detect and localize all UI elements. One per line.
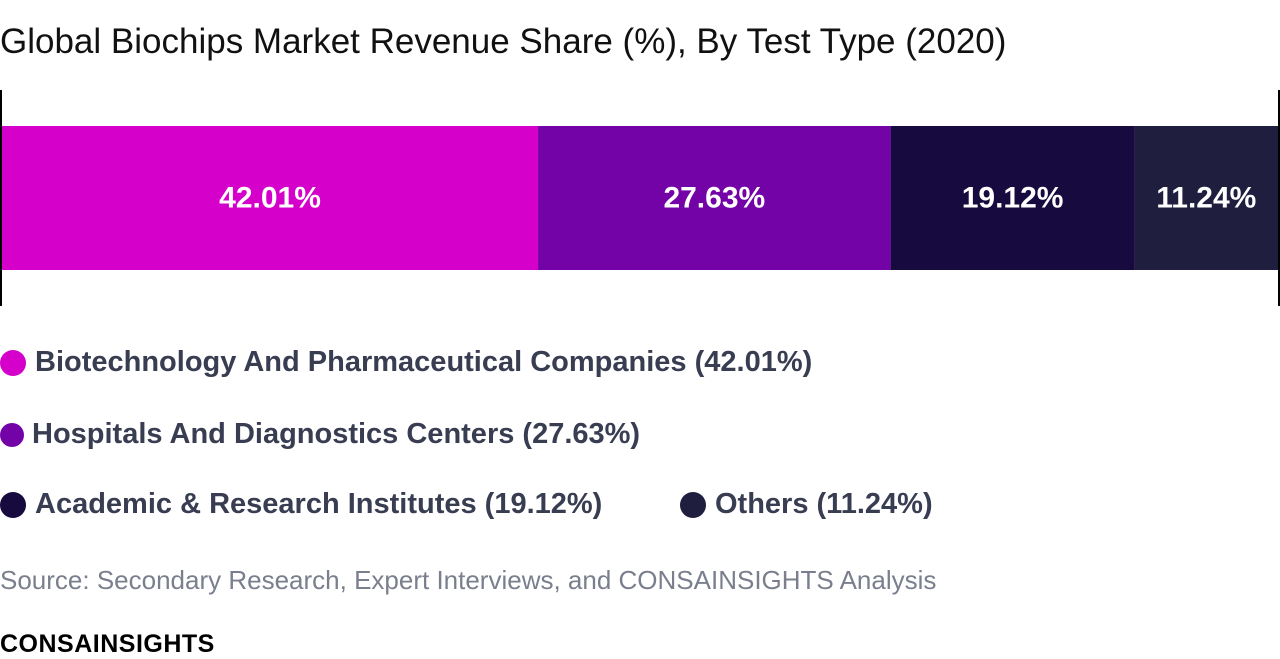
- legend-item-biotech: Biotechnology And Pharmaceutical Compani…: [0, 346, 812, 379]
- chart-title: Global Biochips Market Revenue Share (%)…: [0, 22, 1007, 61]
- bar-value-label-4: 11.24%: [1156, 182, 1256, 215]
- legend-item-academic: Academic & Research Institutes (19.12%): [0, 488, 602, 521]
- legend-dot-icon: [0, 422, 24, 447]
- legend-label: Hospitals And Diagnostics Centers (27.63…: [32, 418, 641, 450]
- legend-label: Academic & Research Institutes (19.12%): [35, 488, 603, 520]
- legend-item-hospitals: Hospitals And Diagnostics Centers (27.63…: [0, 418, 640, 451]
- legend-label: Biotechnology And Pharmaceutical Compani…: [35, 346, 813, 378]
- bar-segment-2: [538, 126, 891, 270]
- bar-value-label-1: 42.01%: [219, 182, 321, 215]
- bar-segment-3: [890, 126, 1135, 270]
- legend-item-others: Others (11.24%): [680, 488, 933, 521]
- bar-segments: 42.01% 27.63% 19.12% 11.24%: [2, 126, 1278, 270]
- legend-dot-icon: [0, 491, 26, 518]
- legend-label: Others (11.24%): [715, 488, 933, 520]
- bar-segment-4: [1134, 126, 1278, 270]
- stacked-bar-chart: 42.01% 27.63% 19.12% 11.24%: [0, 90, 1280, 306]
- brand-logo: CONSAINSIGHTS: [0, 630, 215, 658]
- bar-value-label-2: 27.63%: [663, 182, 765, 215]
- source-note: Source: Secondary Research, Expert Inter…: [0, 565, 937, 595]
- bar-segment-1: [2, 126, 539, 270]
- legend-dot-icon: [0, 349, 26, 376]
- bar-value-label-3: 19.12%: [962, 182, 1064, 215]
- legend-dot-icon: [680, 491, 706, 518]
